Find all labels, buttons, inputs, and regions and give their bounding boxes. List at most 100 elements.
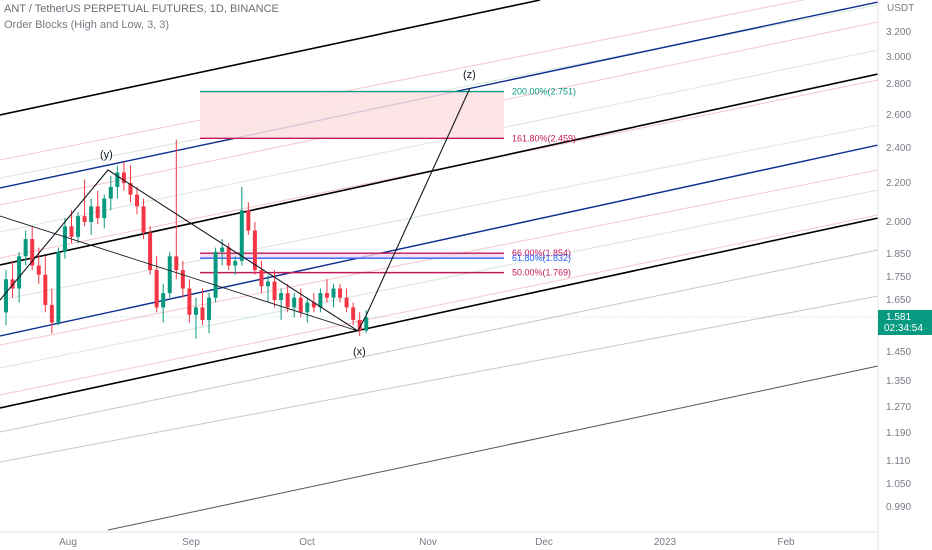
candle — [23, 230, 28, 266]
last-price-value: 1.581 — [886, 312, 911, 323]
candle-body — [148, 232, 153, 271]
candle-body — [298, 297, 303, 313]
price-axis-tick: 2.800 — [886, 79, 911, 90]
candle — [213, 247, 218, 303]
candle-body — [49, 304, 54, 323]
candle-body — [36, 265, 41, 275]
candle — [121, 162, 126, 191]
candle-body — [82, 216, 87, 222]
candle — [148, 226, 153, 275]
symbol-title[interactable]: ANT / TetherUS PERPETUAL FUTURES, 1D, BI… — [4, 3, 279, 15]
candle-body — [161, 293, 166, 308]
candle — [141, 198, 146, 240]
wave-label-z: (z) — [463, 69, 476, 81]
candle-body — [311, 302, 316, 308]
channel-guide-line — [0, 124, 878, 301]
fib-retracement-zone — [200, 253, 504, 259]
candle-body — [187, 288, 192, 315]
fib-level-label: 50.00%(1.769) — [512, 268, 571, 278]
candles — [4, 139, 369, 339]
channel-lines — [0, 0, 878, 531]
wave-diagonal — [0, 215, 359, 332]
candle-body — [259, 270, 264, 287]
candle-body — [62, 226, 67, 252]
candle-body — [141, 206, 146, 233]
last-price-badge-bg — [878, 310, 932, 335]
candle — [344, 288, 349, 313]
candle — [351, 302, 356, 326]
candle-body — [305, 302, 310, 313]
candle-body — [121, 172, 126, 183]
candle-body — [338, 288, 343, 298]
price-axis-tick: 1.350 — [886, 376, 911, 387]
channel-guide-line — [0, 49, 878, 233]
candle — [187, 279, 192, 323]
price-axis-tick: 1.650 — [886, 295, 911, 306]
candle — [174, 139, 179, 280]
candle — [95, 190, 100, 225]
price-axis-currency: USDT — [887, 3, 914, 14]
candle-body — [174, 256, 179, 271]
candle-body — [128, 183, 133, 195]
candle — [43, 256, 48, 313]
wave-label-x: (x) — [353, 346, 366, 358]
channel-guide-line — [0, 214, 878, 396]
candle-body — [89, 206, 94, 222]
candle-body — [364, 317, 369, 331]
channel-black-line — [0, 217, 878, 409]
candle — [272, 270, 277, 308]
candle — [161, 283, 166, 323]
price-axis-tick: 3.000 — [886, 52, 911, 63]
candle — [357, 312, 362, 336]
candle-body — [95, 206, 100, 219]
price-axis-tick: 1.050 — [886, 479, 911, 490]
candle-body — [10, 279, 15, 289]
candle — [10, 260, 15, 298]
candle-body — [233, 260, 238, 266]
time-axis-tick: Feb — [777, 537, 795, 548]
channel-black-line — [0, 0, 541, 116]
candle-body — [193, 307, 198, 315]
candle-body — [43, 274, 48, 305]
channel-guide-line — [0, 0, 806, 161]
candle — [193, 297, 198, 339]
candle — [82, 179, 87, 227]
candle-body — [17, 256, 22, 289]
channel-guide-line — [0, 249, 878, 433]
price-axis-tick: 1.270 — [886, 402, 911, 413]
time-axis-tick: 2023 — [654, 537, 677, 548]
time-axis[interactable]: Aug Sep Oct Nov Dec 2023 Feb — [59, 537, 795, 548]
candle — [108, 176, 113, 211]
price-axis-tick: 2.600 — [886, 110, 911, 121]
candle-body — [108, 186, 113, 199]
candle — [167, 251, 172, 298]
candle-body — [285, 293, 290, 308]
candle-body — [69, 226, 74, 237]
time-axis-tick: Oct — [299, 537, 315, 548]
wave-lines: (y) (x) (z) — [0, 69, 878, 358]
candle-body — [246, 210, 251, 231]
channel-blue-line — [0, 144, 878, 337]
indicator-label[interactable]: Order Blocks (High and Low, 3, 3) — [4, 19, 170, 31]
price-axis-tick: 2.000 — [886, 217, 911, 228]
price-axis-tick: 1.450 — [886, 347, 911, 358]
candle — [364, 309, 369, 334]
candle — [102, 194, 107, 229]
candle-body — [135, 194, 139, 207]
candle — [30, 226, 35, 271]
wave-label-y: (y) — [100, 149, 113, 161]
price-axis[interactable]: USDT 3.200 3.000 2.800 2.600 2.400 2.200 2.000 1… — [886, 3, 914, 513]
candle-body — [252, 230, 257, 271]
price-axis-tick: 1.190 — [886, 428, 911, 439]
candle — [331, 283, 336, 308]
plot-area[interactable]: (y) (x) (z) 200.00%(2.751) 161.80%(2.459) 66… — [0, 0, 878, 531]
candle-body — [220, 247, 225, 252]
candle-body — [344, 297, 349, 308]
candle — [233, 256, 238, 275]
candle — [207, 293, 212, 334]
candle — [305, 297, 310, 323]
candle-body — [23, 239, 28, 257]
candle-body — [76, 216, 81, 237]
